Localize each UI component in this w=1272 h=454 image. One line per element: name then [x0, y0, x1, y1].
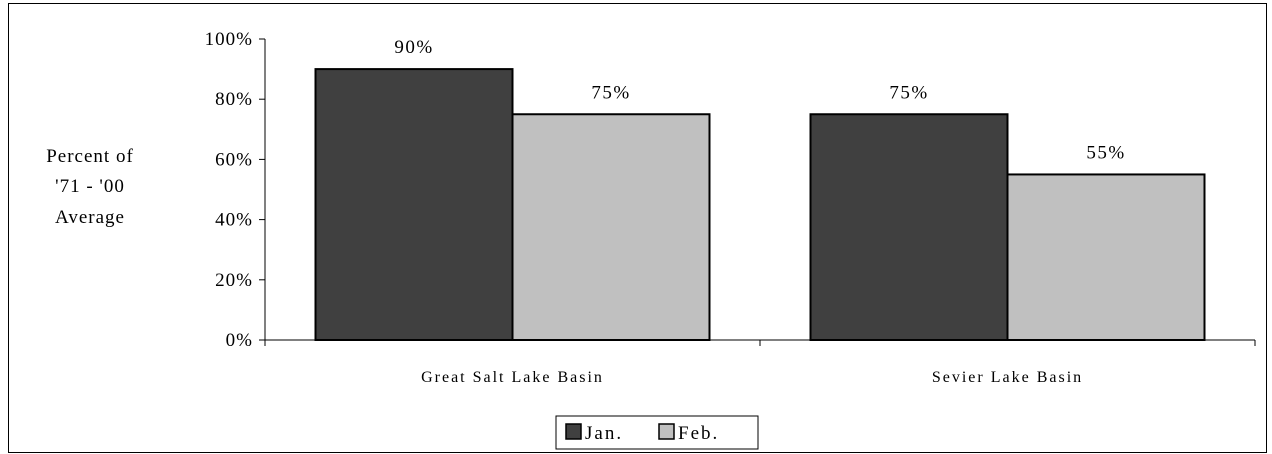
data-label: 75%: [889, 82, 928, 103]
legend-swatch: [658, 423, 675, 440]
y-tick-label: 20%: [215, 270, 253, 291]
bar: [1006, 173, 1206, 341]
y-axis-label-line: Percent of: [46, 146, 134, 167]
y-axis-label: Percent of '71 - '00 Average: [46, 146, 134, 228]
legend-swatch: [565, 423, 582, 440]
y-tick-label: 0%: [226, 330, 253, 351]
bar: [314, 68, 514, 341]
bar: [809, 113, 1009, 341]
y-tick-label: 40%: [215, 210, 253, 231]
x-tick-label: Sevier Lake Basin: [932, 369, 1083, 386]
legend-box: [555, 415, 759, 450]
data-label: 90%: [394, 37, 433, 58]
data-label: 75%: [591, 82, 630, 103]
legend-label: Feb.: [678, 423, 719, 444]
y-tick-label: 80%: [215, 89, 253, 110]
bars: 90% 75% 75% 55%: [314, 37, 1206, 341]
y-axis-label-line: '71 - '00: [55, 176, 125, 197]
bar: [511, 113, 711, 341]
x-axis: Great Salt Lake Basin Sevier Lake Basin: [264, 339, 1256, 386]
y-tick-label: 60%: [215, 149, 253, 170]
legend: Jan. Feb.: [555, 415, 759, 450]
x-tick-label: Great Salt Lake Basin: [421, 369, 604, 386]
legend-label: Jan.: [585, 423, 623, 444]
y-axis-label-line: Average: [55, 207, 125, 228]
y-axis-ticks: 0% 20% 40% 60% 80% 100%: [205, 29, 266, 351]
data-label: 55%: [1086, 142, 1125, 163]
y-tick-label: 100%: [205, 29, 253, 50]
